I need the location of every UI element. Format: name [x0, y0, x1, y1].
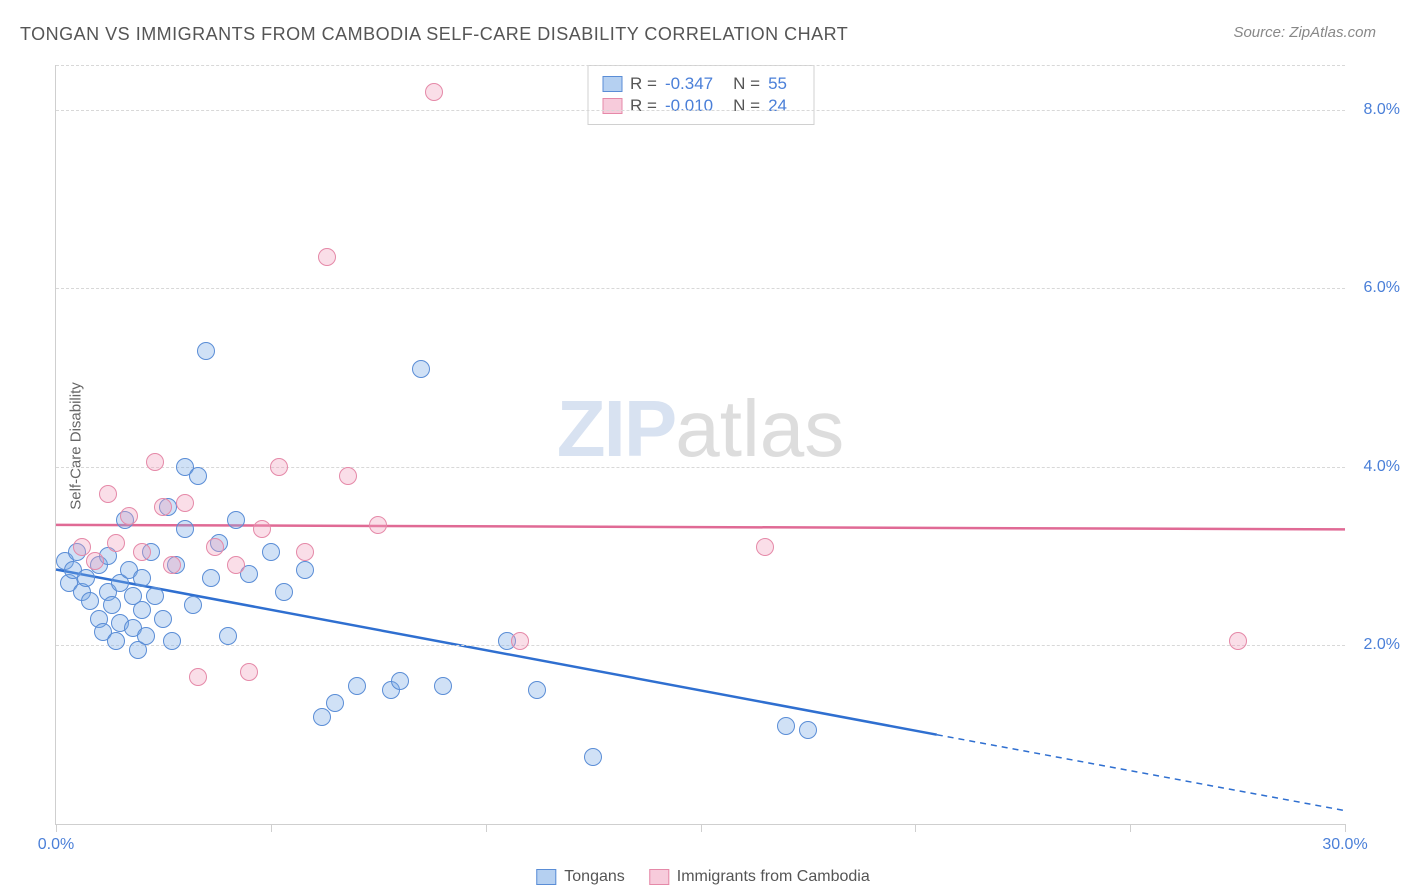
x-tick [1345, 824, 1346, 832]
legend-r-label: R = [630, 74, 657, 94]
legend-label: Immigrants from Cambodia [677, 868, 870, 886]
data-point [339, 467, 357, 485]
data-point [86, 552, 104, 570]
data-point [296, 561, 314, 579]
legend-n-label: N = [733, 96, 760, 116]
data-point [313, 708, 331, 726]
data-point [528, 681, 546, 699]
watermark-atlas: atlas [675, 384, 844, 473]
data-point [77, 569, 95, 587]
data-point [227, 511, 245, 529]
gridline [56, 65, 1345, 66]
legend-r-value: -0.010 [665, 96, 713, 116]
data-point [133, 601, 151, 619]
y-tick-label: 4.0% [1364, 458, 1400, 476]
legend-stats-row: R = -0.347 N = 55 [602, 74, 799, 94]
data-point [756, 538, 774, 556]
data-point [227, 556, 245, 574]
data-point [799, 721, 817, 739]
plot-area: ZIPatlas R = -0.347 N = 55 R = -0.010 N … [55, 65, 1345, 825]
legend-label: Tongans [564, 868, 625, 886]
data-point [189, 668, 207, 686]
x-tick [56, 824, 57, 832]
y-tick-label: 2.0% [1364, 636, 1400, 654]
legend-swatch-cambodia [649, 869, 669, 885]
data-point [369, 516, 387, 534]
data-point [425, 83, 443, 101]
legend-item-cambodia: Immigrants from Cambodia [649, 868, 870, 886]
data-point [296, 543, 314, 561]
data-point [318, 248, 336, 266]
legend-n-value: 24 [768, 96, 787, 116]
data-point [240, 663, 258, 681]
legend-n-label: N = [733, 74, 760, 94]
watermark: ZIPatlas [557, 383, 844, 475]
data-point [197, 342, 215, 360]
data-point [584, 748, 602, 766]
x-tick [271, 824, 272, 832]
data-point [133, 569, 151, 587]
data-point [511, 632, 529, 650]
data-point [99, 485, 117, 503]
gridline [56, 288, 1345, 289]
source-label: Source: ZipAtlas.com [1233, 24, 1376, 41]
x-tick [486, 824, 487, 832]
data-point [270, 458, 288, 476]
data-point [133, 543, 151, 561]
data-point [163, 556, 181, 574]
legend-swatch-tongans [602, 76, 622, 92]
data-point [206, 538, 224, 556]
data-point [326, 694, 344, 712]
regression-lines [56, 65, 1345, 824]
data-point [202, 569, 220, 587]
gridline [56, 110, 1345, 111]
watermark-zip: ZIP [557, 384, 675, 473]
data-point [176, 494, 194, 512]
data-point [184, 596, 202, 614]
data-point [154, 610, 172, 628]
legend-stats: R = -0.347 N = 55 R = -0.010 N = 24 [587, 65, 814, 125]
data-point [103, 596, 121, 614]
chart-title: TONGAN VS IMMIGRANTS FROM CAMBODIA SELF-… [20, 24, 848, 45]
x-tick [1130, 824, 1131, 832]
data-point [137, 627, 155, 645]
data-point [1229, 632, 1247, 650]
x-tick-label: 0.0% [38, 836, 74, 854]
data-point [391, 672, 409, 690]
data-point [777, 717, 795, 735]
data-point [219, 627, 237, 645]
gridline [56, 467, 1345, 468]
data-point [434, 677, 452, 695]
legend-r-value: -0.347 [665, 74, 713, 94]
x-tick [915, 824, 916, 832]
data-point [120, 507, 138, 525]
legend-n-value: 55 [768, 74, 787, 94]
data-point [253, 520, 271, 538]
x-tick [701, 824, 702, 832]
data-point [146, 587, 164, 605]
data-point [262, 543, 280, 561]
data-point [176, 520, 194, 538]
y-tick-label: 6.0% [1364, 279, 1400, 297]
data-point [107, 632, 125, 650]
data-point [146, 453, 164, 471]
data-point [81, 592, 99, 610]
legend-swatch-cambodia [602, 98, 622, 114]
legend-swatch-tongans [536, 869, 556, 885]
gridline [56, 645, 1345, 646]
data-point [189, 467, 207, 485]
data-point [163, 632, 181, 650]
data-point [348, 677, 366, 695]
data-point [154, 498, 172, 516]
y-tick-label: 8.0% [1364, 101, 1400, 119]
correlation-chart: TONGAN VS IMMIGRANTS FROM CAMBODIA SELF-… [0, 0, 1406, 892]
legend-stats-row: R = -0.010 N = 24 [602, 96, 799, 116]
x-tick-label: 30.0% [1322, 836, 1367, 854]
legend-item-tongans: Tongans [536, 868, 625, 886]
data-point [275, 583, 293, 601]
legend-r-label: R = [630, 96, 657, 116]
data-point [412, 360, 430, 378]
data-point [107, 534, 125, 552]
legend-series: Tongans Immigrants from Cambodia [536, 868, 869, 886]
